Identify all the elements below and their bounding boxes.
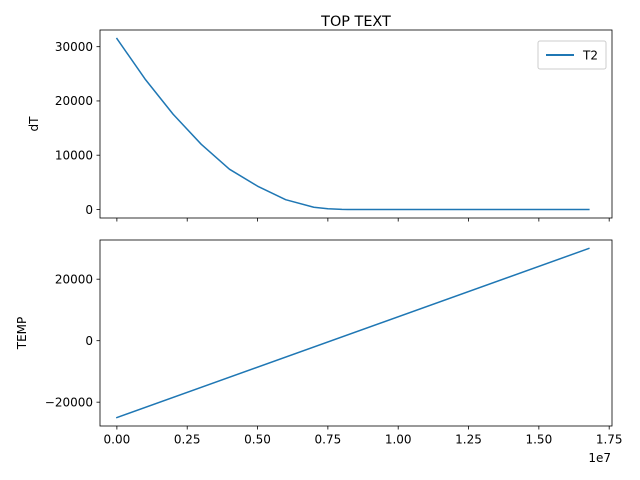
bottom-y-tick-label: 0 xyxy=(85,334,93,348)
top-y-axis-label: dT xyxy=(27,116,41,132)
bottom-x-tick-label: 1.50 xyxy=(525,433,552,447)
bottom-x-tick-label: 1.00 xyxy=(385,433,412,447)
top-y-tick-label: 0 xyxy=(85,203,93,217)
bottom-y-axis-label: TEMP xyxy=(15,317,29,351)
bottom-x-tick-label: 0.50 xyxy=(244,433,271,447)
top-y-tick-label: 30000 xyxy=(55,40,93,54)
x-axis-offset-label: 1e7 xyxy=(588,451,611,465)
bottom-y-ticks: −20000 0 20000 xyxy=(45,272,100,409)
top-subplot: 0 10000 20000 30000 TOP TEXT dT T2 xyxy=(27,14,613,222)
bottom-x-tick-label: 0.00 xyxy=(104,433,131,447)
bottom-x-tick-label: 0.25 xyxy=(174,433,201,447)
bottom-series-line-0 xyxy=(115,247,590,419)
top-y-ticks: 0 10000 20000 30000 xyxy=(55,40,100,217)
bottom-x-tick-label: 0.75 xyxy=(315,433,342,447)
top-x-ticks xyxy=(116,218,610,222)
bottom-series-layer xyxy=(115,247,590,419)
top-y-tick-label: 10000 xyxy=(55,148,93,162)
bottom-axes-frame xyxy=(99,239,613,427)
bottom-subplot: 0.00 0.25 0.50 0.75 1.00 1.25 1.50 1.75 −20000 0… xyxy=(15,239,623,465)
top-series-line-t2 xyxy=(115,37,590,211)
bottom-y-tick-label: 20000 xyxy=(55,272,93,286)
chart-title: TOP TEXT xyxy=(320,14,391,30)
bottom-x-tick-label: 1.25 xyxy=(455,433,482,447)
top-axes-frame xyxy=(99,29,613,219)
bottom-x-tick-label: 1.75 xyxy=(596,433,623,447)
legend-label-t2: T2 xyxy=(582,49,598,63)
top-y-tick-label: 20000 xyxy=(55,94,93,108)
bottom-y-tick-label: −20000 xyxy=(45,395,93,409)
top-series-layer xyxy=(115,37,590,211)
bottom-x-ticks: 0.00 0.25 0.50 0.75 1.00 1.25 1.50 1.75 xyxy=(104,426,623,447)
legend: T2 xyxy=(537,40,607,70)
